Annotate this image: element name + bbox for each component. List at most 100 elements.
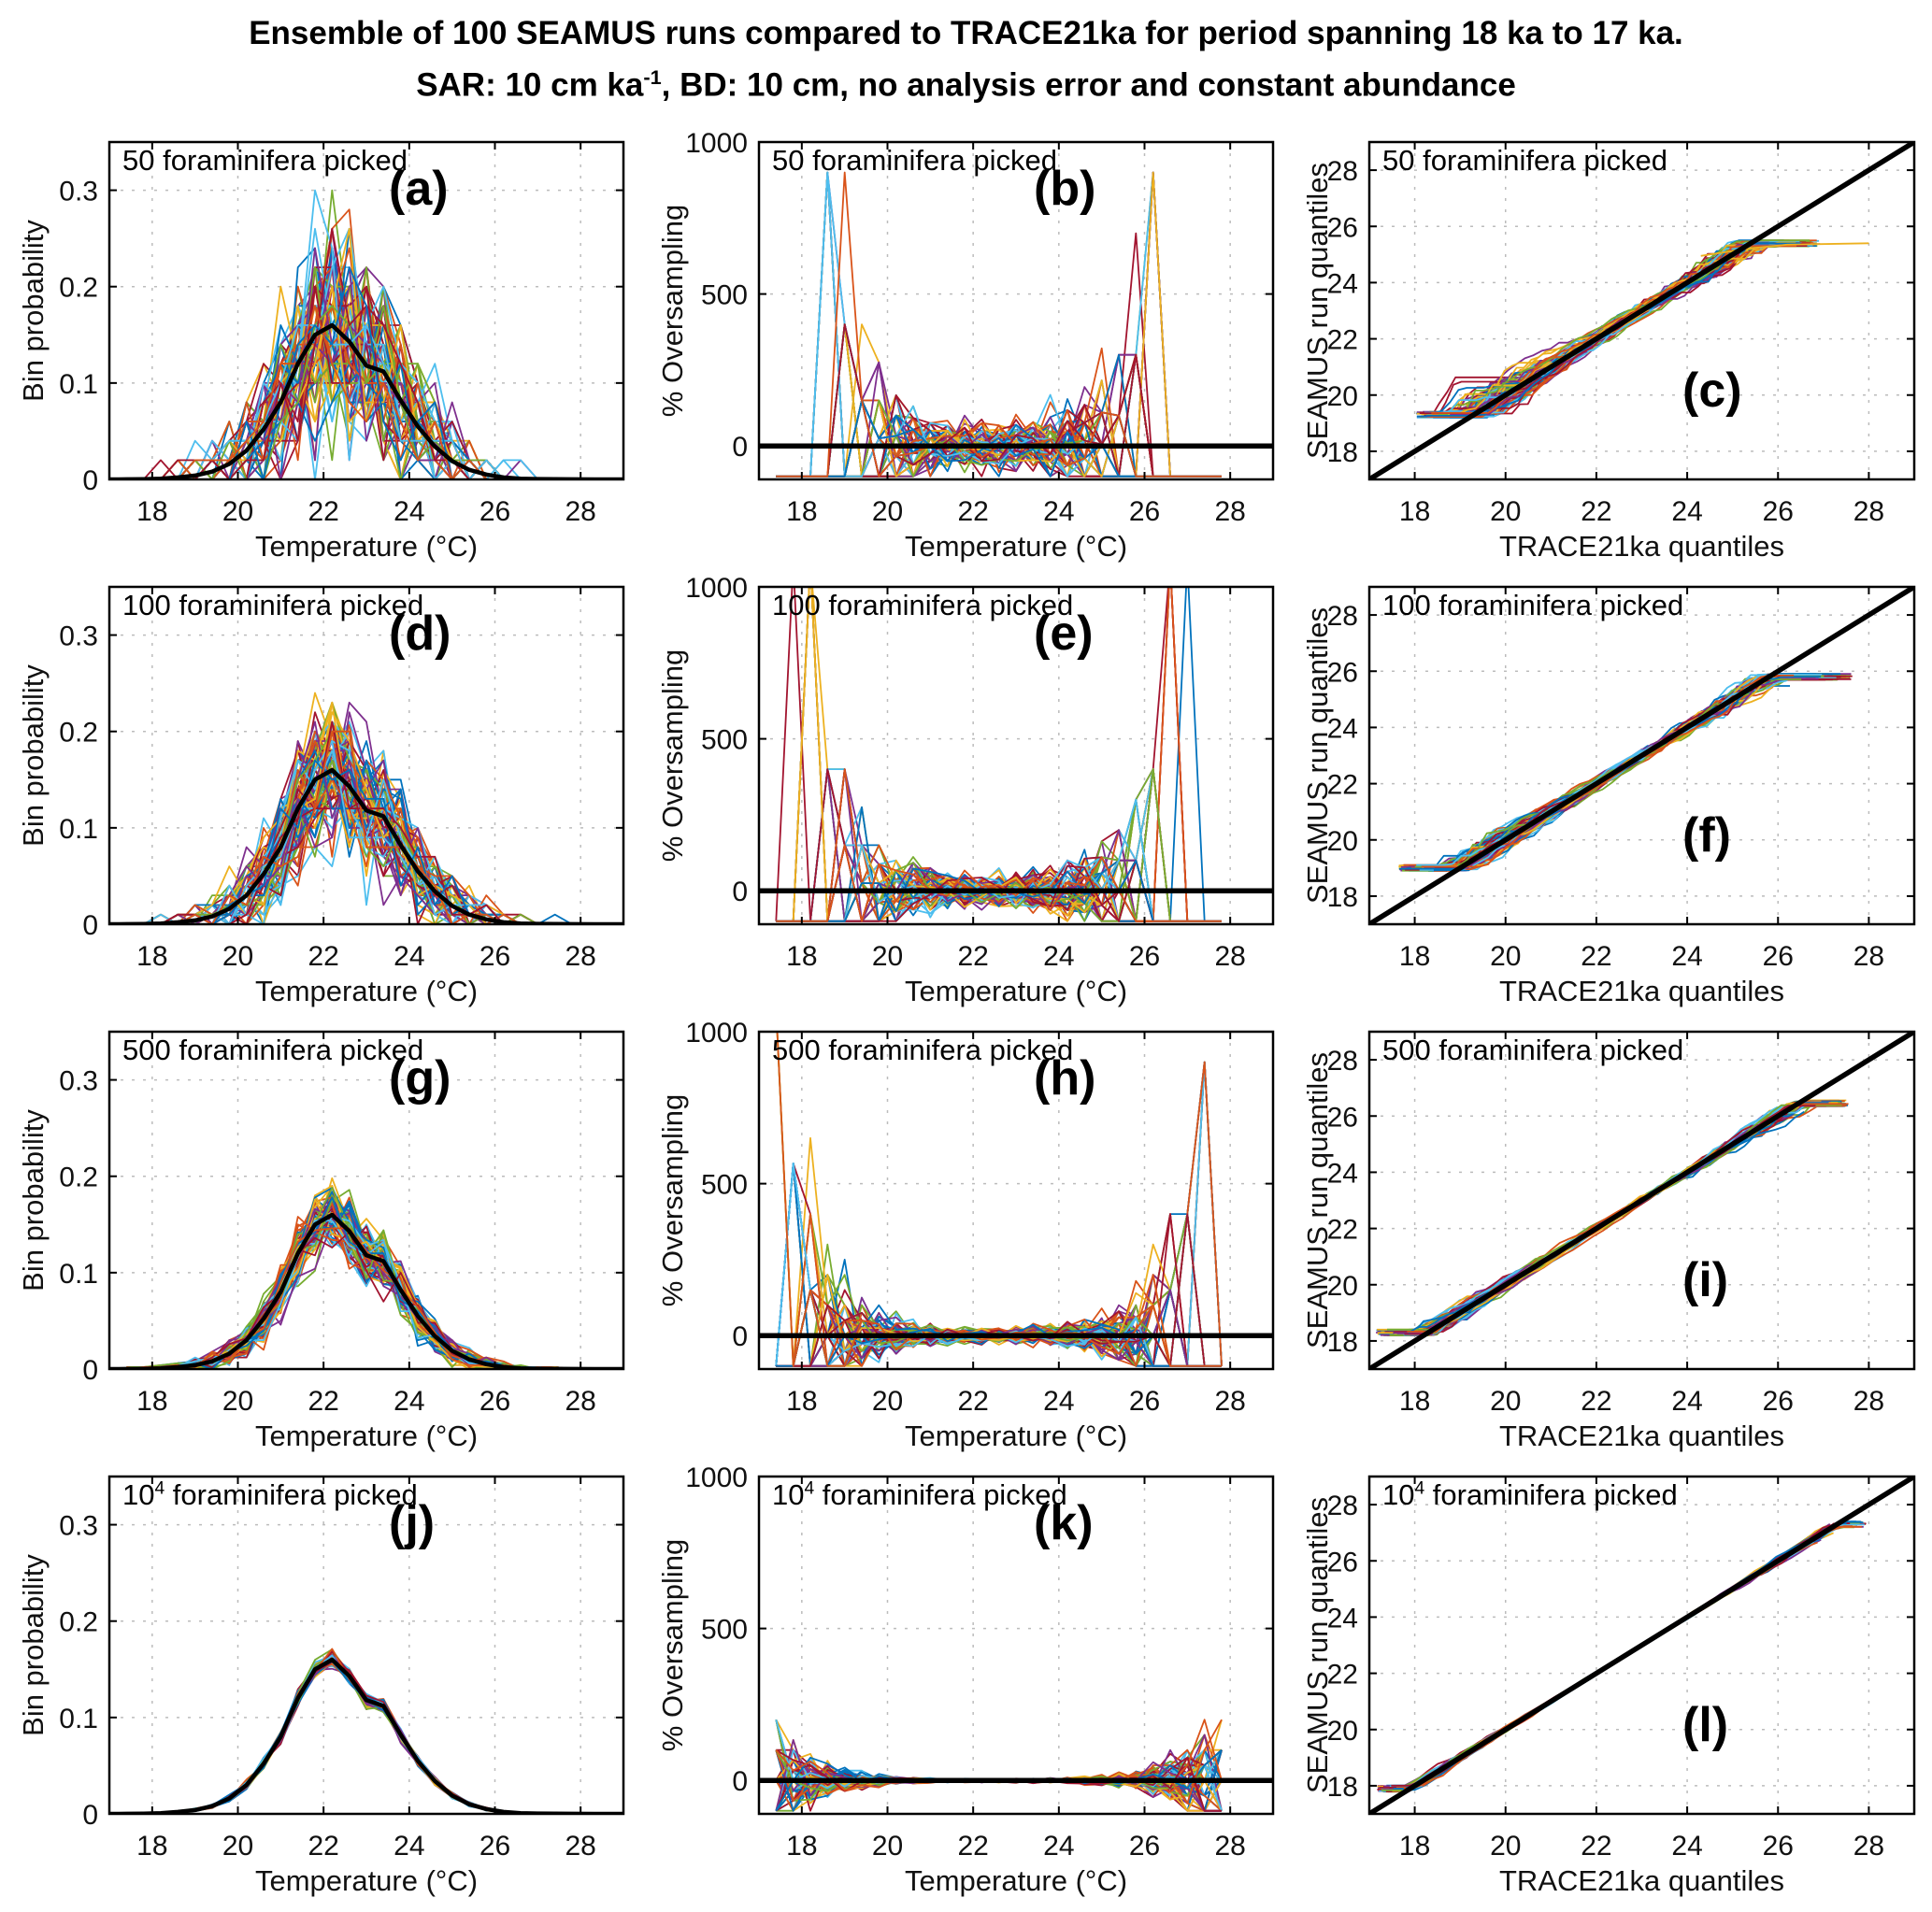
panel-title-b: 50 foraminifera picked: [772, 144, 1057, 177]
panel-letter-f: (f): [1682, 808, 1731, 863]
panel-g: 18 20 22 24 26 28 0 0.1 0.2 0.3 Temperature (°C) Bi…: [0, 992, 645, 1460]
panel-title-h: 500 foraminifera picked: [772, 1034, 1074, 1066]
panel-letter-i: (i): [1682, 1253, 1729, 1307]
chart-e-oversampling: 18 20 22 24 26 28 0 500 1000 Temperature (°C) % Ov…: [656, 573, 1275, 1007]
svg-text:28: 28: [1327, 1491, 1358, 1521]
svg-text:26: 26: [1129, 496, 1160, 527]
figure-title-line2: SAR: 10 cm ka-1, BD: 10 cm, no analysis …: [416, 65, 1516, 104]
svg-text:22: 22: [957, 496, 988, 527]
svg-text:20: 20: [872, 941, 903, 972]
svg-text:18: 18: [786, 496, 817, 527]
svg-text:24: 24: [394, 1831, 424, 1862]
svg-text:28: 28: [1214, 1386, 1245, 1417]
svg-text:26: 26: [1327, 657, 1358, 688]
svg-text:28: 28: [1327, 156, 1358, 187]
svg-text:0.1: 0.1: [59, 1259, 98, 1290]
svg-text:TRACE21ka quantiles: TRACE21ka quantiles: [1499, 1420, 1784, 1452]
svg-text:22: 22: [1581, 1386, 1611, 1417]
panel-c: 18 20 22 24 26 28 18 20 22 24 26 28 TRACE21ka quanti…: [1290, 103, 1932, 570]
chart-c-qq: 18 20 22 24 26 28 18 20 22 24 26 28 TRACE21ka quanti…: [1301, 140, 1916, 563]
svg-text:24: 24: [1671, 941, 1702, 972]
svg-text:24: 24: [1671, 496, 1702, 527]
svg-text:22: 22: [957, 1386, 988, 1417]
svg-text:Bin probability: Bin probability: [17, 1109, 50, 1291]
svg-text:0: 0: [732, 1321, 748, 1352]
svg-text:24: 24: [394, 941, 424, 972]
svg-text:26: 26: [1327, 1102, 1358, 1133]
chart-a-bin-probability: 18 20 22 24 26 28 0 0.1 0.2 0.3 Temperature (°C) Bi…: [17, 140, 625, 563]
svg-text:22: 22: [308, 1831, 338, 1862]
svg-text:Temperature (°C): Temperature (°C): [905, 975, 1127, 1007]
svg-text:0: 0: [82, 465, 98, 496]
svg-text:0: 0: [732, 1766, 748, 1797]
svg-text:20: 20: [1490, 496, 1521, 527]
panel-letter-a: (a): [389, 162, 449, 216]
svg-text:SEAMUS run quantiles: SEAMUS run quantiles: [1301, 163, 1334, 459]
panel-b: 18 20 22 24 26 28 0 500 1000 Temperature (°C) % Ov…: [645, 103, 1290, 570]
svg-text:0.1: 0.1: [59, 814, 98, 845]
svg-text:22: 22: [957, 941, 988, 972]
svg-text:20: 20: [1327, 1716, 1358, 1747]
svg-text:500: 500: [701, 280, 748, 311]
svg-text:20: 20: [1490, 1831, 1521, 1862]
svg-text:1000: 1000: [685, 128, 748, 159]
svg-text:24: 24: [394, 496, 424, 527]
svg-text:% Oversampling: % Oversampling: [656, 649, 689, 862]
svg-text:20: 20: [222, 1386, 253, 1417]
svg-text:26: 26: [479, 941, 510, 972]
svg-text:% Oversampling: % Oversampling: [656, 1094, 689, 1306]
svg-text:26: 26: [1763, 1386, 1794, 1417]
svg-text:28: 28: [1327, 601, 1358, 632]
svg-text:24: 24: [394, 1386, 424, 1417]
svg-text:28: 28: [565, 941, 595, 972]
svg-text:0: 0: [82, 1800, 98, 1831]
panel-d: 18 20 22 24 26 28 0 0.1 0.2 0.3 Temperature (°C) Bi…: [0, 548, 645, 1015]
svg-text:TRACE21ka quantiles: TRACE21ka quantiles: [1499, 975, 1784, 1007]
svg-text:18: 18: [1399, 941, 1430, 972]
svg-text:Temperature (°C): Temperature (°C): [905, 1420, 1127, 1452]
svg-text:26: 26: [1763, 496, 1794, 527]
svg-text:0: 0: [82, 1355, 98, 1386]
svg-text:22: 22: [1581, 496, 1611, 527]
svg-text:24: 24: [1327, 1158, 1358, 1189]
svg-text:28: 28: [1853, 941, 1884, 972]
panel-j: 18 20 22 24 26 28 0 0.1 0.2 0.3 Temperature (°C) Bi…: [0, 1437, 645, 1905]
panel-letter-l: (l): [1682, 1698, 1729, 1752]
svg-text:24: 24: [1043, 1386, 1074, 1417]
svg-text:26: 26: [479, 1386, 510, 1417]
svg-text:24: 24: [1671, 1831, 1702, 1862]
svg-text:26: 26: [479, 496, 510, 527]
svg-text:1000: 1000: [685, 1463, 748, 1493]
svg-text:28: 28: [1214, 1831, 1245, 1862]
svg-text:20: 20: [222, 1831, 253, 1862]
svg-text:20: 20: [1490, 1386, 1521, 1417]
svg-text:18: 18: [1327, 882, 1358, 913]
panel-letter-c: (c): [1682, 364, 1742, 418]
panel-f: 18 20 22 24 26 28 18 20 22 24 26 28 TRACE21ka quanti…: [1290, 548, 1932, 1015]
svg-text:0: 0: [82, 910, 98, 941]
chart-b-oversampling: 18 20 22 24 26 28 0 500 1000 Temperature (°C) % Ov…: [656, 128, 1275, 563]
panel-title-j: 104 foraminifera picked: [122, 1478, 418, 1511]
svg-text:Temperature (°C): Temperature (°C): [255, 530, 478, 563]
panel-title-l: 104 foraminifera picked: [1382, 1478, 1678, 1511]
svg-text:18: 18: [786, 1831, 817, 1862]
panel-letter-j: (j): [389, 1496, 436, 1550]
panel-h: 18 20 22 24 26 28 0 500 1000 Temperature (°C) % Ov…: [645, 992, 1290, 1460]
svg-text:22: 22: [1327, 770, 1358, 801]
svg-text:20: 20: [222, 941, 253, 972]
chart-d-bin-probability: 18 20 22 24 26 28 0 0.1 0.2 0.3 Temperature (°C) Bi…: [17, 585, 625, 1007]
panel-a: 18 20 22 24 26 28 0 0.1 0.2 0.3 Temperature (°C) Bi…: [0, 103, 645, 570]
svg-text:Temperature (°C): Temperature (°C): [255, 1420, 478, 1452]
svg-text:18: 18: [786, 1386, 817, 1417]
svg-text:Temperature (°C): Temperature (°C): [905, 530, 1127, 563]
svg-text:26: 26: [1129, 1831, 1160, 1862]
svg-text:0.2: 0.2: [59, 1607, 98, 1638]
svg-text:22: 22: [308, 1386, 338, 1417]
panel-i: 18 20 22 24 26 28 18 20 22 24 26 28 TRACE21ka quanti…: [1290, 992, 1932, 1460]
svg-text:20: 20: [1327, 381, 1358, 412]
svg-text:28: 28: [1853, 496, 1884, 527]
panel-letter-b: (b): [1034, 162, 1096, 216]
svg-text:24: 24: [1327, 1603, 1358, 1634]
chart-k-oversampling: 18 20 22 24 26 28 0 500 1000 Temperature (°C) % Ov…: [656, 1463, 1275, 1897]
